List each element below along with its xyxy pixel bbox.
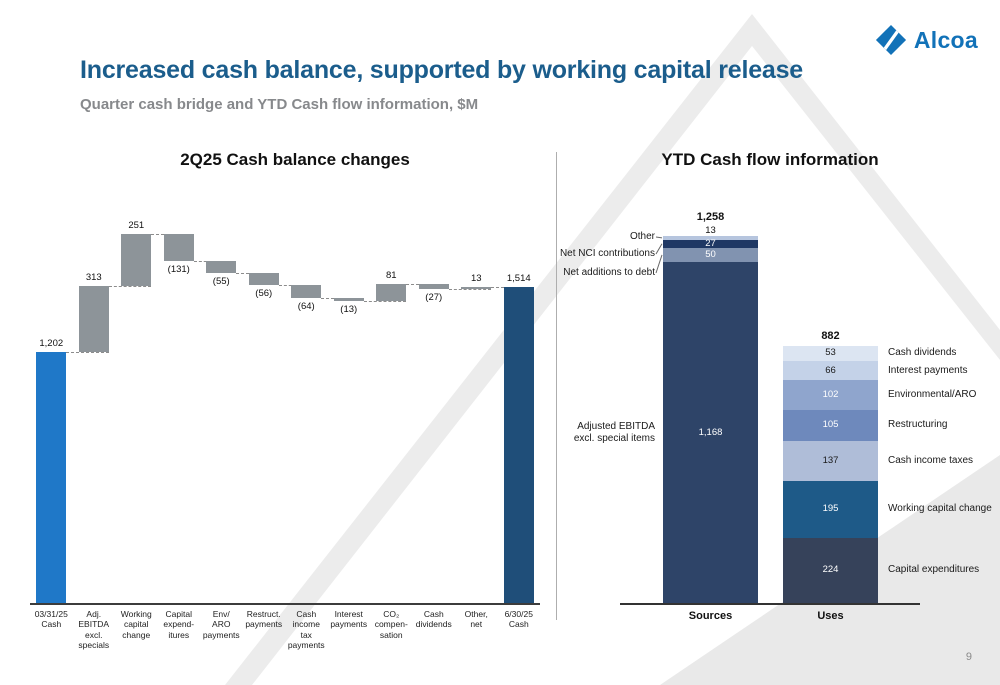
stacked-segment-value-label: 105 [822, 419, 839, 431]
waterfall-bar [36, 351, 67, 603]
waterfall-value-label: (131) [167, 264, 190, 276]
waterfall-value-label: 313 [85, 272, 102, 284]
waterfall-category-label: Cash dividends [415, 609, 452, 630]
waterfall-bar [78, 286, 109, 352]
stacked-segment [663, 239, 758, 248]
waterfall-chart-title: 2Q25 Cash balance changes [180, 150, 410, 169]
stacked-segment-value-label: 1,168 [698, 426, 723, 438]
stacked-segment-name-label: Working capital change [888, 503, 992, 515]
waterfall-value-label: (56) [255, 287, 273, 299]
stacked-segment-name-label: Environmental/ARO [888, 389, 977, 401]
stacked-bar-chart: 1,258 13 27 50 1,168 Other Net NCI contributio… [560, 210, 996, 640]
stacked-segment-name-label: Adjusted EBITDA excl. special items [573, 420, 655, 444]
stacked-segment-name-label: Restructuring [888, 419, 948, 431]
stacked-segment [783, 440, 878, 481]
stacked-segment-value-label: 66 [825, 364, 836, 376]
waterfall-category-label: Restruct. payments [245, 609, 283, 630]
leader-line [655, 243, 663, 255]
waterfall-category-label: Cash income tax payments [287, 609, 325, 651]
waterfall-value-label: (64) [297, 300, 315, 312]
stacked-segment-value-label: 224 [822, 564, 839, 576]
waterfall-category-label: CO₂ compen-sation [374, 609, 408, 640]
waterfall-category-label: 6/30/25 Cash [504, 609, 533, 630]
waterfall-value-label: (55) [212, 275, 230, 287]
x-axis-line [620, 603, 920, 605]
waterfall-category-label: Other, net [464, 609, 488, 630]
stacked-segment-name-label: Other [629, 231, 655, 242]
waterfall-bar [163, 234, 194, 262]
stacked-segment [783, 361, 878, 381]
waterfall-category-label: 03/31/25 Cash [34, 609, 68, 630]
stacked-segment [663, 236, 758, 240]
stacked-segment [663, 262, 758, 603]
waterfall-category-label: Adj. EBITDA excl. specials [78, 609, 110, 651]
waterfall-category-label: Capital expend-itures [163, 609, 195, 640]
x-axis-category-label: Sources [688, 610, 733, 622]
waterfall-value-label: (13) [340, 303, 358, 315]
stacked-segment-value-label: 53 [825, 347, 836, 359]
stacked-segment [783, 345, 878, 362]
waterfall-bar [248, 272, 279, 285]
waterfall-value-label: 251 [128, 220, 145, 231]
leader-line [655, 254, 663, 274]
stacked-segment-name-label: Net NCI contributions [559, 248, 655, 259]
stacked-segment [783, 410, 878, 441]
x-axis-category-label: Uses [817, 610, 844, 622]
waterfall-bar [461, 286, 492, 290]
waterfall-value-label: 13 [470, 272, 482, 284]
stacked-segment-name-label: Capital expenditures [888, 564, 980, 576]
waterfall-value-label: 1,202 [39, 337, 64, 349]
waterfall-bar [121, 234, 152, 287]
stacked-segment-name-label: Interest payments [888, 364, 968, 376]
x-axis-line [30, 603, 540, 605]
stacked-segment-name-label: Net additions to debt [563, 267, 655, 278]
stacked-segment [663, 247, 758, 263]
stacked-chart-title: YTD Cash flow information [661, 150, 879, 169]
waterfall-bar [291, 284, 322, 298]
waterfall-value-label: (27) [425, 292, 443, 304]
stacked-segment [783, 537, 878, 603]
stacked-total-label: 882 [821, 329, 840, 342]
stacked-segment [783, 380, 878, 411]
alcoa-diamond-icon [875, 24, 906, 56]
stacked-total-label: 1,258 [696, 211, 725, 223]
waterfall-bar [418, 283, 449, 290]
waterfall-chart: 1,202 03/31/25 Cash 313 Adj. EBITDA excl. speci… [30, 210, 540, 660]
waterfall-connector [363, 300, 407, 302]
waterfall-bar [206, 261, 237, 273]
stacked-segment-value-label: 50 [705, 248, 716, 260]
waterfall-bar [503, 286, 534, 603]
waterfall-connector [448, 289, 492, 291]
waterfall-connector [66, 351, 109, 353]
waterfall-connector [108, 286, 152, 288]
waterfall-category-label: Working capital change [120, 609, 152, 640]
waterfall-bar [376, 283, 407, 301]
stacked-segment-value-label: 137 [822, 454, 839, 466]
stacked-segment-value-label: 195 [822, 503, 839, 515]
waterfall-bar [333, 297, 364, 301]
stacked-segment-outside-label: 13 [705, 225, 716, 236]
alcoa-logo-text: Alcoa [913, 26, 978, 53]
stacked-segment-value-label: 27 [705, 237, 716, 249]
page-title: Increased cash balance, supported by wor… [80, 56, 804, 84]
page-number: 9 [965, 651, 972, 663]
alcoa-logo: Alcoa [875, 24, 978, 56]
stacked-segment-value-label: 102 [822, 389, 839, 401]
stacked-segment-name-label: Cash income taxes [888, 454, 974, 466]
stacked-segment-name-label: Cash dividends [888, 347, 957, 359]
waterfall-category-label: Interest payments [330, 609, 368, 630]
waterfall-value-label: 81 [385, 269, 397, 281]
leader-line [655, 236, 663, 239]
chart-divider-line [556, 152, 557, 620]
waterfall-category-label: Env/ARO payments [202, 609, 240, 640]
waterfall-value-label: 1,514 [506, 272, 531, 284]
stacked-segment [783, 480, 878, 538]
page-subtitle: Quarter cash bridge and YTD Cash flow in… [80, 96, 479, 113]
